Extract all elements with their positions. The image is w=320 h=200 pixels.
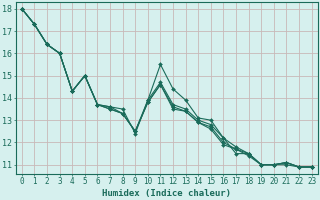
X-axis label: Humidex (Indice chaleur): Humidex (Indice chaleur) xyxy=(102,189,231,198)
